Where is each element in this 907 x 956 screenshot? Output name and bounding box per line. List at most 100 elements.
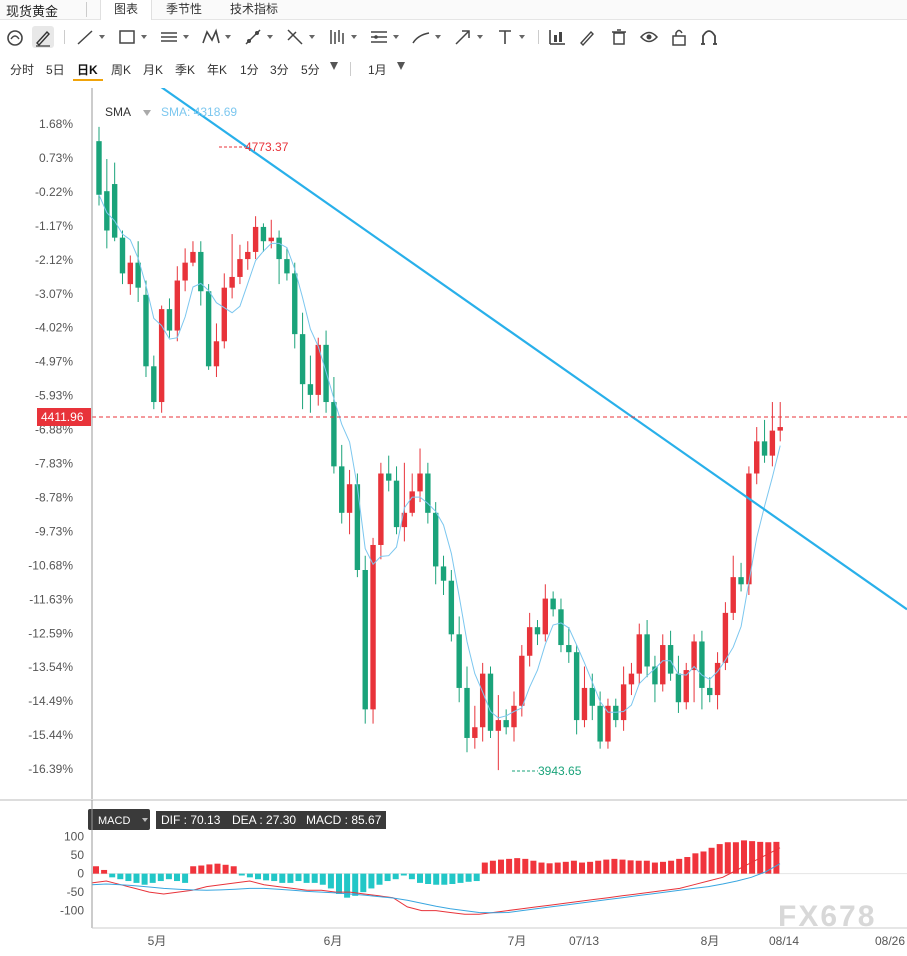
cross-lines-icon[interactable] <box>284 26 315 48</box>
candle-body <box>660 645 666 685</box>
macd-bar <box>384 873 391 882</box>
macd-bar <box>708 847 715 874</box>
macd-bar <box>498 859 504 874</box>
macd-bar <box>336 873 342 894</box>
candle-body <box>722 612 729 663</box>
candle-body <box>370 544 376 710</box>
range-selector[interactable]: 1月 <box>368 63 387 77</box>
tf-5min[interactable]: 5分 <box>301 63 320 77</box>
candle-body <box>96 141 102 195</box>
tf-5day[interactable]: 5日 <box>46 63 65 77</box>
tf-weekly[interactable]: 周K <box>111 63 132 77</box>
magnet-icon[interactable] <box>4 26 26 48</box>
macd-bar <box>724 842 731 874</box>
macd-bar <box>303 873 310 883</box>
candle-body <box>464 687 470 738</box>
pen-icon[interactable] <box>32 26 54 48</box>
y-tick-label: -16.39% <box>28 762 73 776</box>
candle-body <box>174 280 180 331</box>
chart-area[interactable]: 1.68% 0.73% -0.22% -1.17% -2.12% -3.07% -4.02%… <box>0 54 907 951</box>
y-tick-label: -8.78% <box>35 490 73 504</box>
macd-bar <box>692 853 699 874</box>
y-tick-label: -4.97% <box>35 355 73 369</box>
y-tick-label: -13.54% <box>28 660 73 674</box>
trash-icon[interactable] <box>608 26 630 48</box>
lock-icon[interactable] <box>668 26 690 48</box>
macd-bar <box>425 873 432 884</box>
candle-body <box>573 652 580 721</box>
macd-bar <box>165 873 172 880</box>
macd-bar <box>522 858 529 874</box>
fib-icon[interactable] <box>242 26 273 48</box>
macd-label[interactable]: MACD <box>98 815 130 827</box>
candle-body <box>448 580 455 635</box>
macd-bar <box>554 862 561 874</box>
tab-seasonality[interactable]: 季节性 <box>165 2 202 16</box>
arrow-icon[interactable] <box>452 26 483 48</box>
timeframe-bar: 分时 5日 日K 周K 月K 季K 年K 1分 3分 5分 1月 <box>0 56 907 82</box>
channel-icon[interactable] <box>368 26 399 48</box>
sma-dropdown-icon[interactable] <box>143 110 151 116</box>
candle-body <box>503 720 509 728</box>
y-tick-label: -5.93% <box>35 389 73 403</box>
candle-body <box>386 473 392 481</box>
bars-icon[interactable] <box>326 26 357 48</box>
tf-daily[interactable]: 日K <box>77 63 98 77</box>
range-dropdown-icon[interactable] <box>397 62 405 70</box>
candle-body <box>691 641 697 671</box>
candle-body <box>636 634 642 674</box>
macd-bar <box>263 873 270 881</box>
parallel-lines-icon[interactable] <box>158 26 189 48</box>
tab-chart[interactable]: 图表 <box>100 0 152 20</box>
macd-bar <box>465 873 472 882</box>
dif-line <box>91 847 781 915</box>
macd-bar <box>182 873 189 883</box>
symbol-title: 现货黄金 <box>6 4 59 19</box>
tf-monthly[interactable]: 月K <box>143 63 164 77</box>
candle-body <box>707 687 713 696</box>
rectangle-icon[interactable] <box>116 26 147 48</box>
macd-bar <box>408 873 415 880</box>
candle-body <box>221 287 227 342</box>
candle-body <box>362 569 368 710</box>
text-icon[interactable] <box>494 26 525 48</box>
candle-body <box>417 473 423 492</box>
eye-icon[interactable] <box>638 26 660 48</box>
chart-svg[interactable]: 1.68% 0.73% -0.22% -1.17% -2.12% -3.07% -4.02%… <box>0 54 907 951</box>
macd-bar <box>190 866 197 874</box>
candle-body <box>652 666 658 685</box>
macd-bar <box>611 858 618 874</box>
y-tick-label: -1.17% <box>35 219 73 233</box>
dif-label: DIF : 70.13 <box>161 813 221 827</box>
macd-bar <box>441 873 448 885</box>
tf-3min[interactable]: 3分 <box>270 63 289 77</box>
minute-dropdown-icon[interactable] <box>330 62 338 70</box>
macd-bar <box>732 842 739 874</box>
magnet-u-icon[interactable] <box>698 26 720 48</box>
tf-quarterly[interactable]: 季K <box>175 63 196 77</box>
macd-values-box <box>156 811 386 829</box>
candle-body <box>135 262 141 288</box>
brush-icon[interactable] <box>410 26 441 48</box>
edit-icon[interactable] <box>576 26 598 48</box>
candle-body <box>589 687 595 706</box>
macd-bar <box>457 873 464 883</box>
bar-chart-icon[interactable] <box>546 26 568 48</box>
divider <box>86 2 87 17</box>
line-icon[interactable] <box>74 26 105 48</box>
sma-indicator-label[interactable]: SMA <box>105 105 131 119</box>
candle-body <box>605 705 611 742</box>
candle-body <box>675 673 682 703</box>
candle-body <box>292 273 298 335</box>
tf-1min[interactable]: 1分 <box>240 63 259 77</box>
macd-dropdown-icon[interactable] <box>142 818 148 822</box>
pattern-icon[interactable] <box>200 26 231 48</box>
macd-bar <box>174 873 180 882</box>
candle-body <box>213 341 220 367</box>
tf-yearly[interactable]: 年K <box>207 63 228 77</box>
tab-indicators[interactable]: 技术指标 <box>229 2 278 16</box>
trendline[interactable] <box>115 54 907 611</box>
tf-fenshi[interactable]: 分时 <box>10 63 35 77</box>
candle-body <box>229 276 235 288</box>
macd-selector[interactable] <box>88 809 150 830</box>
